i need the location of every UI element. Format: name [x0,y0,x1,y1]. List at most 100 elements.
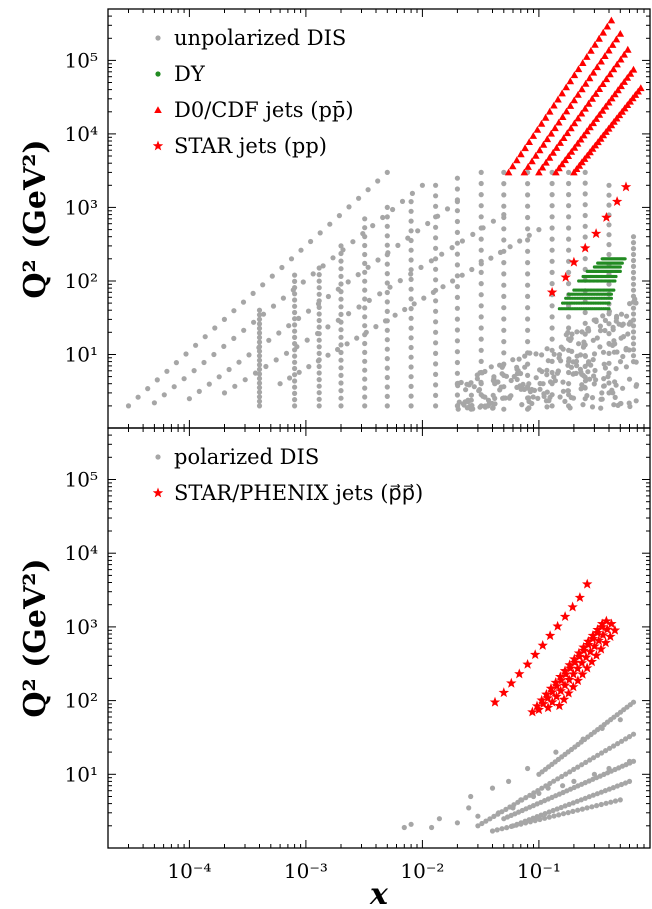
point-polarized [489,785,496,791]
point-unpolarized [468,397,474,403]
point-unpolarized [454,359,460,366]
point-d0cdf [567,148,576,155]
point-unpolarized [458,379,464,386]
point-polarized [542,815,548,821]
point-polarized [551,778,557,784]
point-unpolarized [549,258,555,264]
point-polarized [525,765,531,772]
point-d0cdf [549,148,557,156]
point-unpolarized [492,381,498,387]
point-unpolarized [263,363,269,370]
point-unpolarized [433,329,439,335]
point-polarized [566,801,572,808]
point-unpolarized [585,325,591,331]
point-unpolarized [256,334,263,341]
point-unpolarized [557,394,563,400]
point-unpolarized [501,181,507,187]
point-unpolarized [439,251,445,257]
point-unpolarized [277,381,283,387]
point-unpolarized [549,203,555,209]
point-unpolarized [630,287,637,293]
y-tick-label: 10² [65,689,98,713]
point-unpolarized [266,337,272,343]
point-unpolarized [354,335,360,341]
point-unpolarized [566,247,572,253]
point-d0cdf [624,45,632,53]
point-d0cdf [595,34,603,42]
point-unpolarized [618,335,624,341]
point-starphenix [572,663,583,674]
point-unpolarized [525,260,531,266]
point-unpolarized [613,366,619,372]
y-tick-label: 10² [65,269,98,293]
point-dy [618,269,622,273]
point-polarized [610,785,617,791]
point-unpolarized [566,369,572,376]
panel-bottom: 10¹ 10² 10³ 10⁴ 10⁵ 10⁻⁴ 10⁻³ 10⁻² 10⁻¹ polarize… [18,427,651,909]
point-unpolarized [525,372,531,378]
point-unpolarized [549,314,555,320]
point-polarized [475,823,481,829]
point-starphenix [595,643,607,654]
point-polarized [538,812,544,818]
point-unpolarized [201,359,207,366]
point-unpolarized [490,405,496,411]
point-unpolarized [626,321,632,327]
point-d0cdf [587,47,595,54]
legend-label: STAR jets (pp) [174,134,327,158]
point-unpolarized [256,307,263,313]
x-tick-label: 10⁻³ [284,859,328,883]
point-unpolarized [356,304,362,310]
point-starphenix [552,620,563,631]
point-d0cdf [545,107,554,115]
point-unpolarized [338,327,344,333]
point-d0cdf [562,107,571,115]
point-starphenix [533,704,544,715]
point-unpolarized [488,364,494,370]
point-unpolarized [362,394,368,400]
point-polarized [583,759,589,766]
point-unpolarized [543,398,550,404]
point-unpolarized [316,291,322,297]
point-d0cdf [589,68,598,76]
top-ticks: 10¹ 10² 10³ 10⁴ 10⁵ [65,8,651,429]
point-unpolarized [482,368,488,375]
point-starphenix [514,668,525,679]
point-starphenix [489,696,501,707]
point-unpolarized [567,337,573,343]
point-unpolarized [617,359,624,365]
point-polarized [535,788,541,794]
point-unpolarized [256,344,263,350]
point-polarized [589,804,595,810]
point-polarized [401,824,407,831]
point-unpolarized [350,239,356,245]
point-unpolarized [418,264,424,270]
point-unpolarized [408,228,414,234]
point-unpolarized [560,388,567,394]
point-unpolarized [433,256,439,262]
point-unpolarized [433,319,439,325]
point-unpolarized [598,405,604,411]
point-unpolarized [292,278,298,284]
point-unpolarized [256,321,263,327]
point-starphenix [568,668,579,679]
point-unpolarized [316,370,322,376]
point-starphenix [591,650,602,660]
point-unpolarized [387,284,393,290]
point-unpolarized [536,227,542,233]
y-tick-label: 10⁴ [65,122,98,146]
point-d0cdf [529,132,538,139]
point-unpolarized [316,331,322,337]
point-unpolarized [370,223,376,229]
point-unpolarized [316,317,322,324]
point-unpolarized [478,169,484,175]
point-polarized [630,699,637,705]
point-starphenix [601,623,613,634]
point-unpolarized [292,372,298,378]
point-starphenix [593,635,604,646]
point-unpolarized [570,371,576,377]
point-unpolarized [384,374,390,381]
point-unpolarized [478,225,484,231]
point-d0cdf [545,153,554,161]
